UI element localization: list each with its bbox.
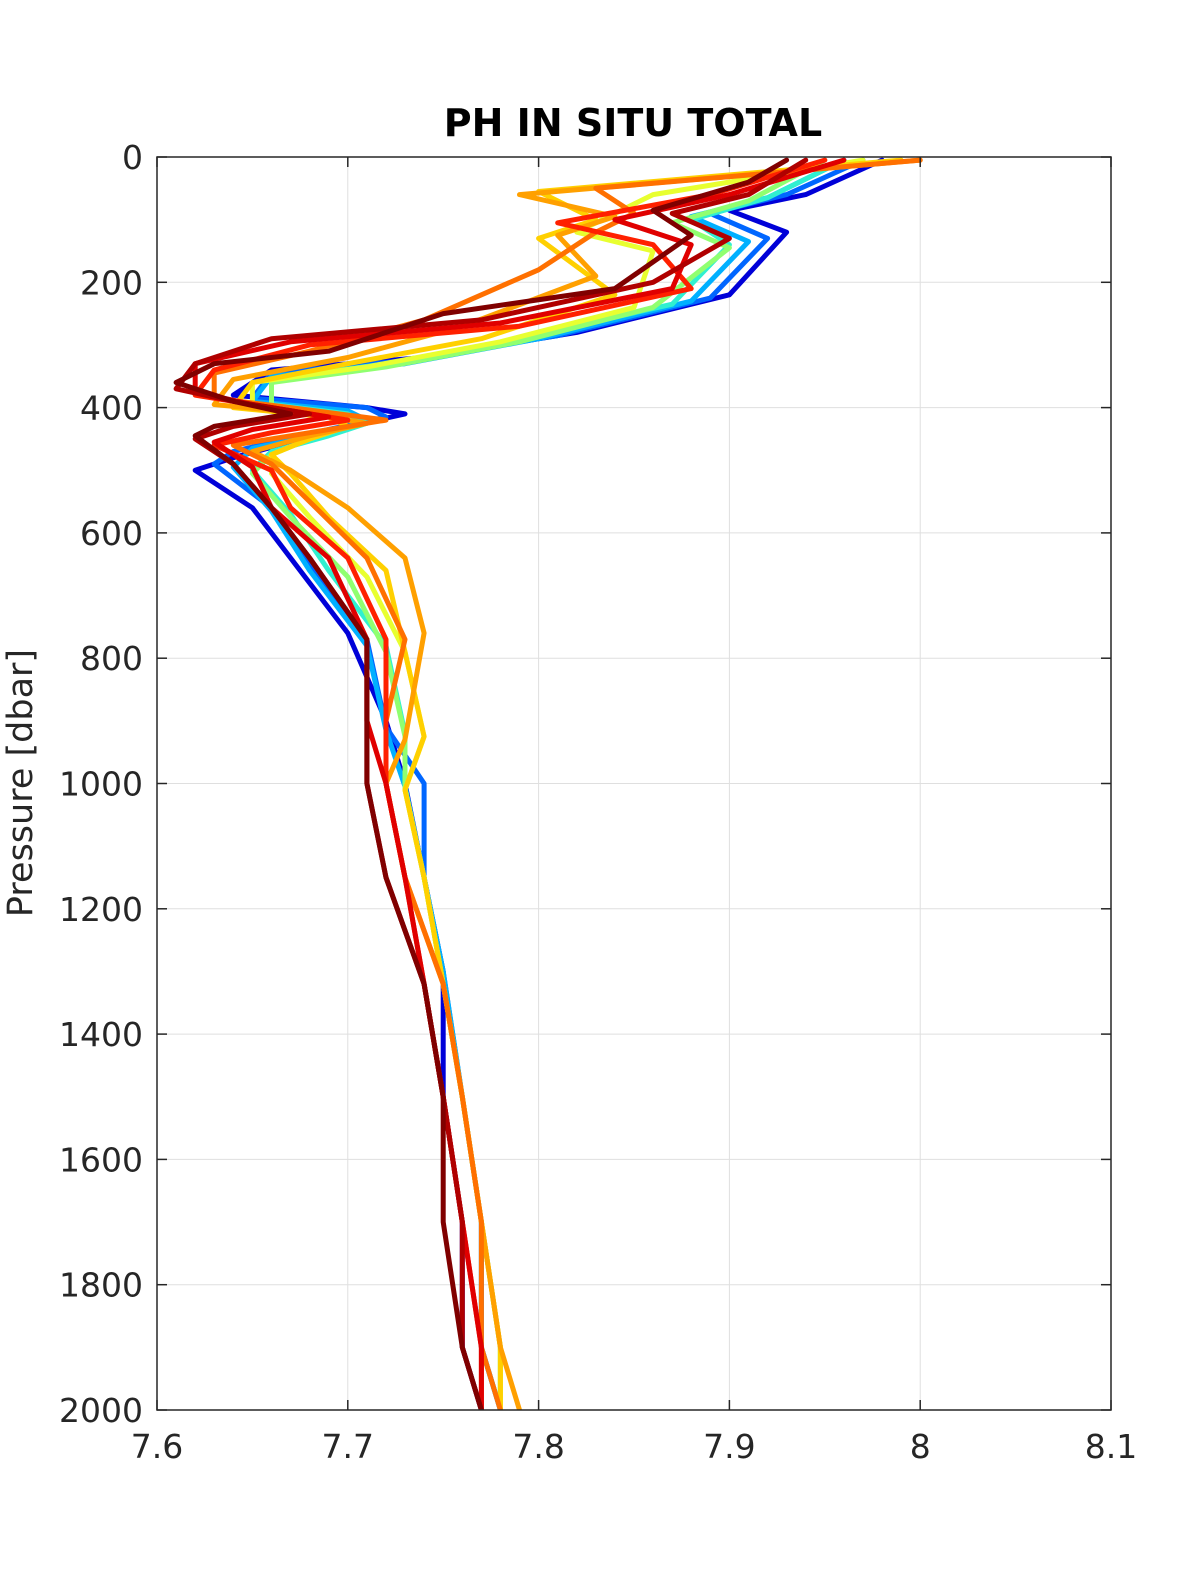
y-tick-label: 200 (80, 263, 143, 302)
profile-line-13 (173, 157, 790, 1410)
y-axis: 0 200 400 600 800 1000 1200 1400 1600 1800 2000 (59, 138, 1111, 1430)
chart-title: PH IN SITU TOTAL (444, 101, 822, 145)
x-tick-label: 8.1 (1085, 1427, 1137, 1466)
y-tick-label: 1400 (59, 1015, 143, 1054)
y-axis-label: Pressure [dbar] (1, 649, 41, 917)
y-tick-label: 1800 (59, 1266, 143, 1305)
y-tick-label: 1600 (59, 1140, 143, 1179)
x-tick-label: 7.8 (512, 1427, 564, 1466)
profile-line-10 (192, 157, 828, 1410)
y-tick-label: 0 (122, 138, 143, 177)
y-tick-label: 1200 (59, 890, 143, 929)
x-tick-label: 7.9 (703, 1427, 755, 1466)
x-tick-label: 7.6 (131, 1427, 183, 1466)
x-tick-label: 7.7 (322, 1427, 374, 1466)
x-tick-label: 8 (910, 1427, 931, 1466)
profiles (173, 157, 923, 1410)
y-tick-label: 2000 (59, 1391, 143, 1430)
x-axis: 7.6 7.7 7.8 7.9 8 8.1 (131, 157, 1137, 1466)
profile-line-9 (211, 157, 923, 1410)
y-tick-label: 1000 (59, 765, 143, 804)
y-tick-label: 600 (80, 514, 143, 553)
y-tick-label: 400 (80, 389, 143, 428)
y-tick-label: 800 (80, 639, 143, 678)
